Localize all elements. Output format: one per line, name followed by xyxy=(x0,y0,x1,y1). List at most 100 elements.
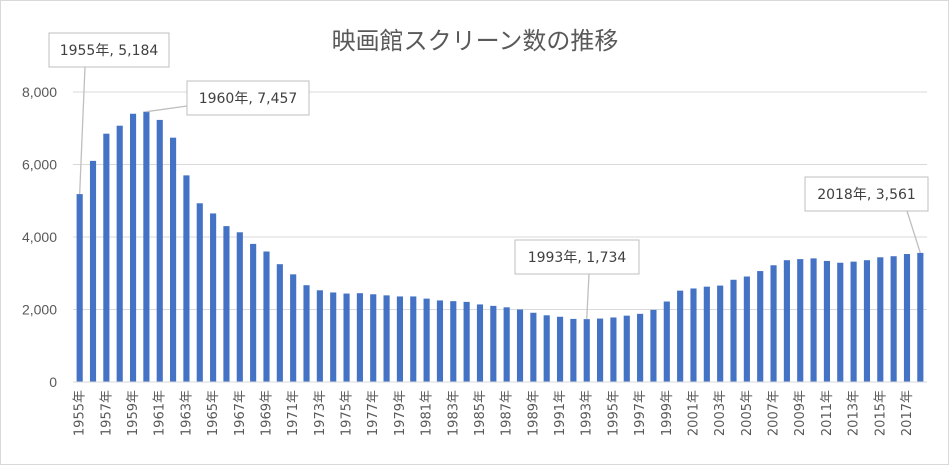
x-tick-label: 1995年 xyxy=(606,390,621,436)
chart-title: 映画館スクリーン数の推移 xyxy=(332,27,619,55)
bar-2006年 xyxy=(757,271,764,382)
x-tick-label: 1999年 xyxy=(660,390,675,436)
y-tick-label: 8,000 xyxy=(22,84,57,100)
bar-2014年 xyxy=(863,260,871,382)
bar-2010年 xyxy=(810,258,817,382)
bar-1964年 xyxy=(196,203,203,382)
x-tick-label: 2003年 xyxy=(713,390,728,436)
x-tick-label: 1963年 xyxy=(179,390,194,436)
x-tick-label: 1989年 xyxy=(526,390,541,436)
x-tick-label: 2009年 xyxy=(793,390,808,436)
bar-1996年 xyxy=(623,315,630,382)
x-tick-label: 1983年 xyxy=(446,390,461,436)
bar-1965年 xyxy=(210,213,217,382)
x-tick-label: 1957年 xyxy=(99,390,114,436)
bar-2009年 xyxy=(797,259,804,382)
bar-1984年 xyxy=(463,301,470,382)
x-tick-label: 1979年 xyxy=(393,390,408,436)
data-label: 1955年, 5,184 xyxy=(60,43,159,59)
bar-1999年 xyxy=(663,301,670,382)
x-tick-label: 1967年 xyxy=(233,390,248,436)
x-tick-label: 1969年 xyxy=(259,390,274,436)
x-tick-label: 1965年 xyxy=(206,390,221,436)
bar-2012年 xyxy=(837,262,844,382)
bar-1977年 xyxy=(370,294,377,382)
x-tick-label: 1961年 xyxy=(153,390,168,436)
x-tick-label: 2013年 xyxy=(847,390,862,436)
bar-1988年 xyxy=(516,309,524,382)
bar-2017年 xyxy=(903,254,911,382)
x-tick-label: 2001年 xyxy=(686,390,701,436)
x-tick-label: 1975年 xyxy=(340,390,355,436)
y-tick-label: 0 xyxy=(49,374,57,390)
callout-leader xyxy=(146,105,188,113)
bar-1974年 xyxy=(330,292,337,382)
bar-2002年 xyxy=(703,286,710,382)
bar-1990年 xyxy=(543,315,550,382)
bar-1957年 xyxy=(103,133,110,382)
bar-1989年 xyxy=(530,312,537,382)
bar-1995年 xyxy=(610,317,617,382)
bar-1961年 xyxy=(156,119,163,382)
x-tick-label: 1971年 xyxy=(286,390,301,436)
bar-1998年 xyxy=(650,309,657,382)
bar-1968年 xyxy=(250,243,257,382)
bar-2001年 xyxy=(690,288,697,382)
data-callouts: 1955年, 5,184 1960年, 7,457 1993年, 1,734 2018… xyxy=(48,32,929,320)
bar-1981年 xyxy=(423,298,430,382)
bar-1970年 xyxy=(276,264,283,382)
x-tick-label: 1985年 xyxy=(473,390,488,436)
bar-1972年 xyxy=(303,285,310,382)
bar-1967年 xyxy=(236,232,243,382)
x-tick-label: 2011年 xyxy=(820,390,835,436)
bar-1958年 xyxy=(116,125,123,383)
bar-1979年 xyxy=(396,296,403,382)
bar-1993年 xyxy=(583,319,590,382)
bar-1975年 xyxy=(343,293,350,382)
data-label: 2018年, 3,561 xyxy=(817,187,916,203)
bar-1971年 xyxy=(290,274,297,382)
bar-1969年 xyxy=(263,251,270,382)
bar-1997年 xyxy=(637,313,644,382)
y-tick-label: 4,000 xyxy=(22,229,57,245)
bar-1992年 xyxy=(570,318,577,382)
x-tick-label: 1981年 xyxy=(420,390,435,436)
bar-2005年 xyxy=(743,276,750,382)
bar-1987年 xyxy=(503,307,510,382)
bar-1963年 xyxy=(183,175,190,382)
bar-2016年 xyxy=(890,256,897,382)
bar-1978年 xyxy=(383,295,390,382)
bar-1983年 xyxy=(450,301,457,382)
bars xyxy=(76,111,924,383)
bar-1980年 xyxy=(410,296,417,382)
bar-2007年 xyxy=(770,265,777,382)
bar-2008年 xyxy=(783,260,790,382)
bar-1960年 xyxy=(143,111,150,382)
bar-1962年 xyxy=(170,137,177,382)
callout-box xyxy=(514,239,640,275)
x-tick-label: 1977年 xyxy=(366,390,381,436)
callout-leader xyxy=(906,210,921,254)
x-axis: 1955年 1957年 1959年 1961年 1963年 1965年 1967年 1969年… xyxy=(73,390,915,436)
bar-2004年 xyxy=(730,279,737,382)
x-tick-label: 1993年 xyxy=(580,390,595,436)
bar-1966年 xyxy=(223,226,230,382)
bar-1959年 xyxy=(129,113,137,382)
x-tick-label: 1955年 xyxy=(73,390,88,436)
bar-2003年 xyxy=(717,285,724,382)
x-tick-label: 2015年 xyxy=(873,390,888,436)
callout-leader xyxy=(586,273,590,320)
bar-2015年 xyxy=(877,257,884,382)
callout-box xyxy=(48,32,170,68)
bar-1991年 xyxy=(556,316,564,382)
bar-2000年 xyxy=(677,290,684,382)
x-tick-label: 1987年 xyxy=(500,390,515,436)
x-tick-label: 1973年 xyxy=(313,390,328,436)
y-tick-label: 6,000 xyxy=(22,157,57,173)
data-label: 1993年, 1,734 xyxy=(528,250,627,266)
callout-box xyxy=(186,80,310,116)
x-tick-label: 1997年 xyxy=(633,390,648,436)
x-tick-label: 2007年 xyxy=(767,390,782,436)
